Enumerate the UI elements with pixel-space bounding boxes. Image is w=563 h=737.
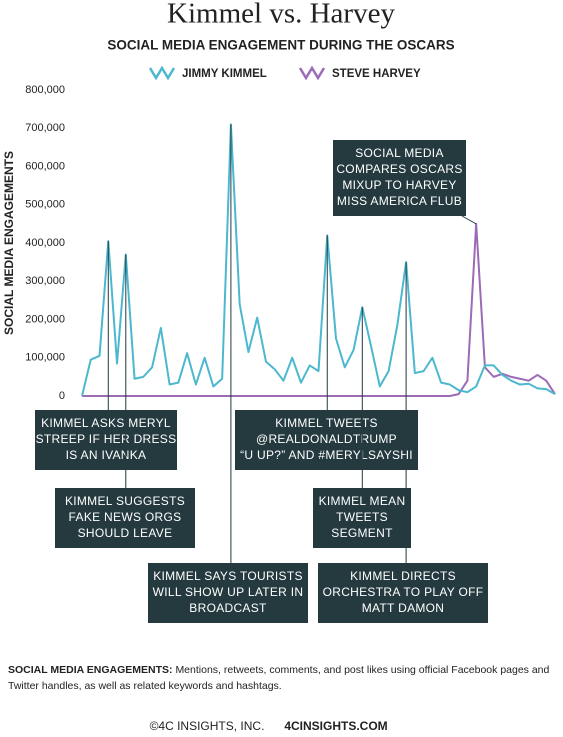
annotation-text: BROADCAST xyxy=(189,601,267,615)
annotation-text: KIMMEL SAYS TOURISTS xyxy=(153,569,303,583)
footnote-box: SOCIAL MEDIA ENGAGEMENTS: Mentions, retw… xyxy=(8,662,560,694)
footer-site: 4CINSIGHTS.COM xyxy=(284,719,387,733)
annotation-text: STREEP IF HER DRESS xyxy=(36,432,177,446)
annotation-box xyxy=(235,410,418,470)
annotation-text: KIMMEL SUGGESTS xyxy=(65,494,185,508)
annotation-text: SHOULD LEAVE xyxy=(78,526,173,540)
annotation-box xyxy=(333,140,466,216)
annotation-box xyxy=(313,488,411,548)
legend-swatch xyxy=(298,65,326,81)
annotation-text: COMPARES OSCARS xyxy=(336,162,462,176)
legend-label: STEVE HARVEY xyxy=(332,68,421,80)
y-tick-label: 100,000 xyxy=(25,352,65,364)
annotation-connector xyxy=(461,215,477,225)
annotation-box xyxy=(148,563,308,623)
annotation-text: KIMMEL TWEETS xyxy=(275,416,378,430)
annotation-text: WILL SHOW UP LATER IN xyxy=(153,585,304,599)
footnote-text: Mentions, retweets, comments, and post l… xyxy=(8,664,550,692)
annotation-text: SOCIAL MEDIA xyxy=(355,146,444,160)
y-tick-label: 0 xyxy=(59,390,65,402)
annotation-text: @REALDONALDTRUMP xyxy=(256,432,397,446)
annotation-box xyxy=(35,410,177,470)
annotation-box xyxy=(55,488,195,548)
footnote-term: SOCIAL MEDIA ENGAGEMENTS: xyxy=(8,664,173,676)
annotation-text: “U UP?” AND #MERYLSAYSHI xyxy=(240,448,413,462)
annotation-text: MIXUP TO HARVEY xyxy=(342,178,456,192)
footer-copyright: ©4C INSIGHTS, INC. xyxy=(150,719,265,733)
y-tick-label: 400,000 xyxy=(25,237,65,249)
annotation-text: MISS AMERICA FLUB xyxy=(337,194,462,208)
annotation-text: ORCHESTRA TO PLAY OFF xyxy=(323,585,484,599)
annotation-text: KIMMEL MEAN xyxy=(319,494,406,508)
annotation-text: TWEETS xyxy=(336,510,388,524)
y-tick-label: 700,000 xyxy=(25,122,65,134)
legend-swatch xyxy=(148,65,176,81)
chart-title: Kimmel vs. Harvey xyxy=(167,0,395,30)
chart-subtitle: SOCIAL MEDIA ENGAGEMENT DURING THE OSCAR… xyxy=(107,38,454,53)
y-tick-label: 200,000 xyxy=(25,313,65,325)
y-axis-label: SOCIAL MEDIA ENGAGEMENTS xyxy=(2,151,16,335)
annotation-text: IS AN IVANKA xyxy=(66,448,147,462)
series-line xyxy=(81,123,556,397)
y-tick-label: 800,000 xyxy=(25,84,65,96)
y-tick-label: 300,000 xyxy=(25,275,65,287)
annotation-text: FAKE NEWS ORGS xyxy=(69,510,182,524)
legend-label: JIMMY KIMMEL xyxy=(182,68,267,80)
annotation-text: KIMMEL DIRECTS xyxy=(350,569,456,583)
annotation-text: KIMMEL ASKS MERYL xyxy=(41,416,171,430)
annotation-box xyxy=(318,563,488,623)
footnote: SOCIAL MEDIA ENGAGEMENTS: Mentions, retw… xyxy=(8,662,560,694)
y-tick-label: 500,000 xyxy=(25,199,65,211)
annotation-text: MATT DAMON xyxy=(362,601,445,615)
series-line xyxy=(82,222,556,397)
annotation-text: SEGMENT xyxy=(331,526,393,540)
y-tick-label: 600,000 xyxy=(25,160,65,172)
